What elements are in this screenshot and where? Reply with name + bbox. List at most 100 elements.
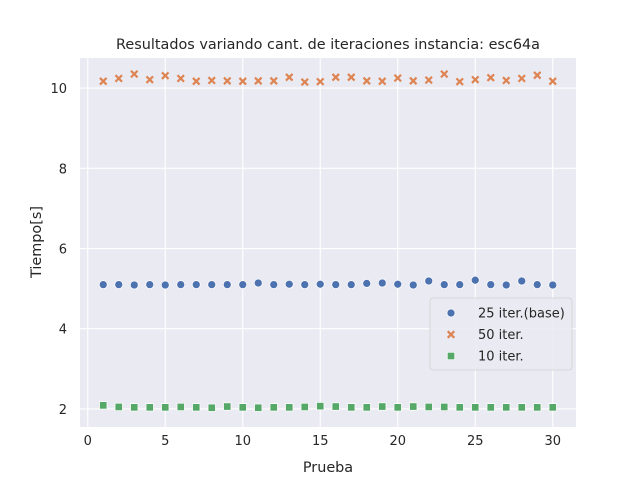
data-point bbox=[517, 276, 527, 286]
x-axis-label: Prueba bbox=[303, 460, 353, 476]
data-point bbox=[548, 403, 557, 412]
data-point bbox=[533, 403, 542, 412]
data-point bbox=[285, 403, 294, 412]
data-point bbox=[176, 74, 185, 83]
data-point bbox=[192, 403, 201, 412]
data-point bbox=[207, 280, 217, 289]
data-point bbox=[176, 280, 186, 289]
data-point bbox=[424, 75, 433, 85]
data-point bbox=[548, 280, 558, 290]
data-point bbox=[145, 403, 154, 412]
data-point bbox=[409, 76, 418, 85]
legend-label: 10 iter. bbox=[478, 350, 524, 365]
x-tick-label: 30 bbox=[544, 434, 561, 449]
grid bbox=[80, 58, 576, 427]
data-points bbox=[98, 69, 558, 412]
data-point bbox=[192, 77, 201, 86]
series-3 bbox=[99, 401, 557, 412]
data-point bbox=[223, 76, 232, 85]
data-point bbox=[145, 280, 155, 289]
y-tick-label: 10 bbox=[50, 82, 67, 97]
x-tick-label: 25 bbox=[467, 434, 484, 449]
legend-entry: 25 iter.(base) bbox=[446, 307, 565, 322]
data-point bbox=[362, 403, 371, 412]
data-point bbox=[191, 280, 201, 289]
data-point bbox=[378, 402, 387, 411]
legend-marker bbox=[446, 308, 456, 318]
data-point bbox=[517, 403, 526, 412]
legend-label: 50 iter. bbox=[478, 328, 524, 343]
data-point bbox=[393, 73, 402, 83]
data-point bbox=[160, 280, 170, 290]
data-point bbox=[98, 280, 108, 289]
data-point bbox=[501, 280, 511, 290]
data-point bbox=[346, 280, 356, 289]
legend-items: 25 iter.(base) 50 iter. 10 iter. bbox=[446, 307, 565, 365]
data-point bbox=[439, 280, 449, 289]
data-point bbox=[393, 403, 402, 412]
data-point bbox=[347, 73, 356, 82]
data-point bbox=[161, 71, 170, 80]
data-point bbox=[424, 276, 434, 286]
legend-label: 25 iter.(base) bbox=[478, 307, 565, 322]
data-point bbox=[161, 403, 170, 412]
data-point bbox=[285, 73, 294, 82]
data-point bbox=[455, 77, 464, 86]
data-point bbox=[316, 77, 325, 86]
data-point bbox=[269, 403, 278, 412]
x-tick-label: 0 bbox=[84, 434, 92, 449]
data-point bbox=[502, 403, 511, 412]
data-point bbox=[300, 77, 309, 87]
data-point bbox=[222, 280, 232, 289]
data-point bbox=[300, 280, 310, 289]
data-point bbox=[440, 69, 449, 79]
x-tick-label: 10 bbox=[234, 434, 251, 449]
legend: 25 iter.(base) 50 iter. 10 iter. bbox=[429, 297, 573, 371]
data-point bbox=[315, 279, 325, 289]
data-point bbox=[129, 280, 139, 290]
y-axis-label: Tiempo[s] bbox=[29, 206, 45, 279]
data-point bbox=[471, 75, 480, 84]
y-tick-labels: 2 4 6 8 10 bbox=[50, 82, 67, 418]
data-point bbox=[207, 403, 216, 412]
data-point bbox=[99, 77, 108, 86]
series-2 bbox=[99, 69, 557, 87]
data-point bbox=[486, 73, 495, 82]
data-point bbox=[176, 402, 185, 411]
x-tick-label: 20 bbox=[389, 434, 406, 449]
data-point bbox=[238, 403, 247, 412]
data-point bbox=[223, 402, 232, 411]
data-point bbox=[114, 280, 124, 289]
data-point bbox=[377, 278, 387, 288]
legend-marker bbox=[446, 351, 456, 361]
data-point bbox=[409, 402, 418, 411]
x-tick-label: 5 bbox=[161, 434, 169, 449]
data-point bbox=[362, 279, 372, 288]
plot-background bbox=[80, 58, 576, 427]
data-point bbox=[548, 77, 557, 86]
data-point bbox=[253, 278, 263, 288]
data-point bbox=[254, 76, 263, 85]
data-point bbox=[486, 280, 496, 289]
legend-entry: 10 iter. bbox=[446, 350, 524, 365]
data-point bbox=[455, 280, 465, 289]
data-point bbox=[408, 280, 418, 290]
series-1 bbox=[98, 275, 558, 290]
data-point bbox=[331, 280, 341, 289]
x-tick-label: 15 bbox=[312, 434, 329, 449]
data-point bbox=[114, 402, 123, 411]
data-point bbox=[502, 76, 511, 85]
data-point bbox=[533, 71, 542, 80]
data-point bbox=[130, 403, 139, 412]
data-point bbox=[424, 402, 433, 411]
data-point bbox=[316, 402, 325, 411]
data-point bbox=[486, 403, 495, 412]
data-point bbox=[517, 74, 526, 83]
data-point bbox=[440, 402, 449, 411]
data-point bbox=[269, 76, 278, 85]
y-tick-label: 6 bbox=[59, 243, 67, 258]
data-point bbox=[347, 403, 356, 412]
data-point bbox=[331, 402, 340, 411]
